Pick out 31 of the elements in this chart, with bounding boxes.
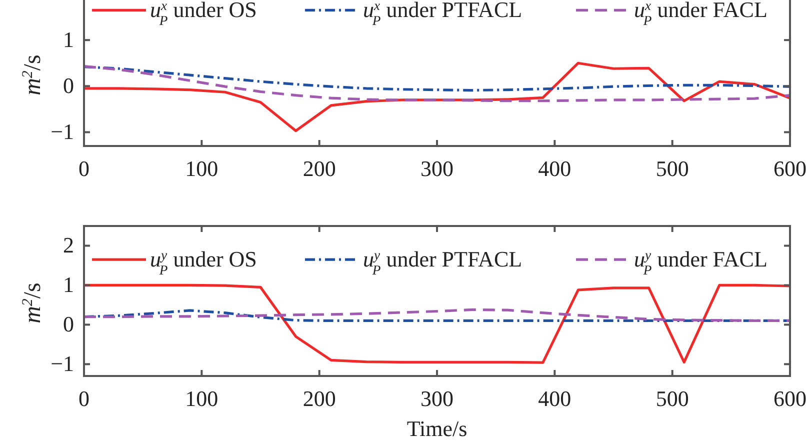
x-tick-label: 300 (420, 156, 454, 181)
x-tick-label: 400 (538, 156, 572, 181)
legend-label: u$^{y}$$_{P}$ under OS (150, 246, 257, 278)
y-tick-label: 0 (63, 312, 74, 337)
x-tick-label: 400 (538, 386, 572, 411)
legend-label: u$^{x}$$_{P}$ under FACL (634, 0, 768, 28)
y-tick-label: −1 (50, 119, 74, 144)
y-tick-label: 0 (63, 73, 74, 98)
x-tick-label: 0 (78, 386, 90, 411)
x-tick-label: 500 (656, 386, 689, 411)
y-tick-label: 2 (63, 232, 74, 258)
x-tick-label: 100 (185, 156, 218, 181)
y-tick-label: 1 (63, 27, 74, 52)
line-series (84, 65, 790, 92)
x-tick-label: 100 (185, 386, 218, 411)
x-tick-label: 500 (656, 156, 689, 181)
x-axis-title: Time/s (406, 416, 468, 441)
x-tick-label: 200 (302, 386, 336, 411)
y-tick-label: 1 (63, 272, 74, 298)
x-tick-label: 300 (420, 386, 454, 411)
line-series (84, 284, 790, 364)
x-tick-label: 600 (774, 386, 806, 411)
legend-label: u$^{y}$$_{P}$ under FACL (634, 246, 768, 278)
line-series (84, 65, 790, 102)
x-tick-label: 200 (302, 156, 336, 181)
legend-label: u$^{x}$$_{P}$ under PTFACL (363, 0, 522, 28)
y-tick-label: −1 (50, 351, 74, 376)
legend-label: u$^{y}$$_{P}$ under PTFACL (363, 246, 522, 278)
legend-label: u$^{x}$$_{P}$ under OS (150, 0, 257, 28)
x-tick-label: 600 (774, 156, 806, 181)
x-tick-label: 0 (78, 156, 90, 181)
